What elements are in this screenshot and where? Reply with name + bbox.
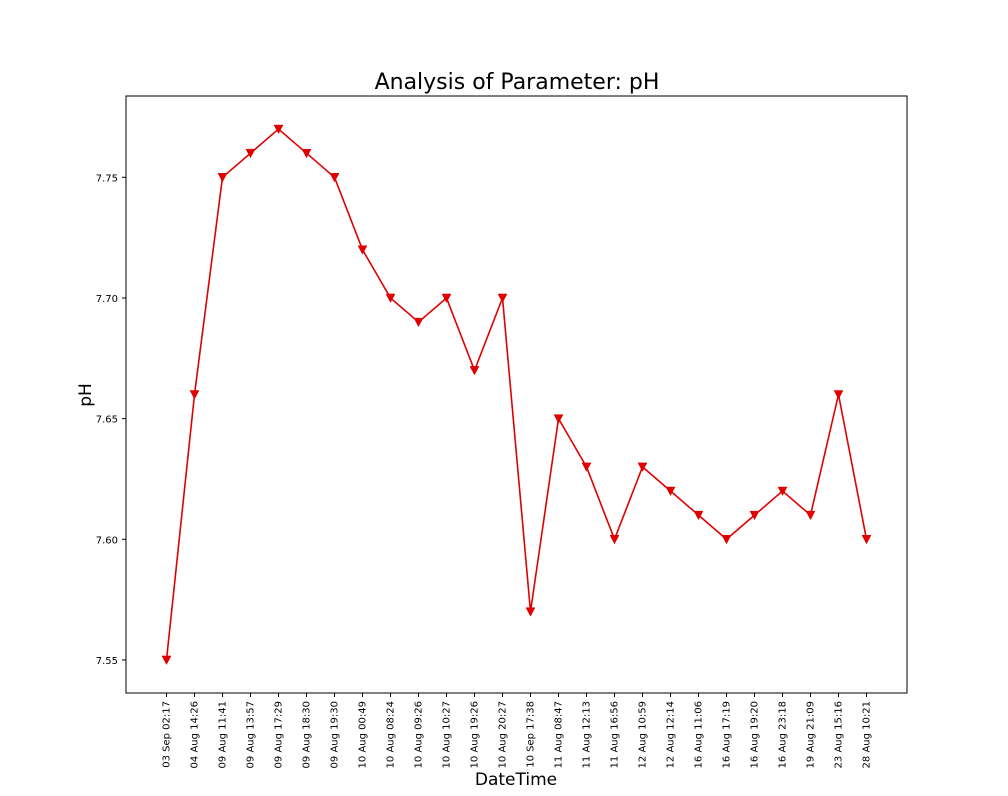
series-line bbox=[165, 128, 868, 661]
y-tick-label: 7.60 bbox=[96, 535, 118, 546]
x-tick-label: 09 Aug 18:30 bbox=[302, 701, 313, 768]
x-tick-label: 28 Aug 10:21 bbox=[862, 701, 873, 768]
x-tick-label: 09 Aug 17:29 bbox=[274, 701, 285, 768]
data-point-marker bbox=[805, 510, 816, 521]
y-axis-label: pH bbox=[76, 383, 96, 407]
x-tick-label: 12 Aug 12:14 bbox=[666, 701, 677, 768]
data-point-marker bbox=[749, 510, 760, 521]
data-point-marker bbox=[497, 293, 508, 304]
x-tick-label: 19 Aug 21:09 bbox=[806, 701, 817, 768]
data-point-marker bbox=[777, 486, 788, 497]
x-tick-label: 03 Sep 02:17 bbox=[162, 701, 173, 768]
x-tick-label: 11 Aug 12:13 bbox=[582, 701, 593, 768]
data-point-marker bbox=[665, 486, 676, 497]
x-tick-label: 04 Aug 14:26 bbox=[190, 701, 201, 768]
y-axis: 7.55 7.60 7.65 7.70 7.75 bbox=[96, 173, 126, 667]
data-point-marker bbox=[693, 510, 704, 521]
y-tick-label: 7.65 bbox=[96, 415, 118, 426]
data-point-marker bbox=[385, 293, 396, 304]
x-tick-label: 09 Aug 13:57 bbox=[246, 701, 257, 768]
data-point-marker bbox=[525, 607, 536, 617]
x-tick-label: 10 Aug 08:24 bbox=[386, 701, 397, 768]
data-point-marker bbox=[637, 462, 648, 472]
data-point-marker bbox=[245, 148, 256, 159]
data-point-marker bbox=[581, 462, 592, 472]
x-tick-label: 10 Aug 19:26 bbox=[470, 701, 481, 768]
data-point-marker bbox=[189, 390, 200, 400]
data-point-marker bbox=[833, 390, 844, 400]
data-point-marker bbox=[721, 535, 732, 545]
x-tick-label: 10 Sep 17:38 bbox=[526, 701, 537, 768]
y-tick-label: 7.55 bbox=[96, 656, 118, 667]
x-axis: 03 Sep 02:17 04 Aug 14:26 09 Aug 11:41 09 A… bbox=[162, 693, 873, 768]
data-point-marker bbox=[357, 245, 368, 255]
x-axis-label: DateTime bbox=[475, 770, 557, 790]
chart-title: Analysis of Parameter: pH bbox=[375, 70, 660, 95]
x-tick-label: 16 Aug 19:20 bbox=[750, 701, 761, 768]
data-point-marker bbox=[861, 535, 872, 545]
data-point-marker bbox=[329, 173, 340, 183]
data-point-marker bbox=[273, 124, 284, 135]
x-tick-label: 11 Aug 08:47 bbox=[554, 701, 565, 768]
plot-area bbox=[125, 95, 908, 694]
data-point-marker bbox=[413, 317, 424, 328]
data-point-marker bbox=[609, 535, 620, 545]
x-tick-label: 16 Aug 11:06 bbox=[694, 701, 705, 768]
y-tick-label: 7.70 bbox=[96, 294, 118, 305]
x-tick-label: 23 Aug 15:16 bbox=[834, 701, 845, 768]
x-tick-label: 16 Aug 17:19 bbox=[722, 701, 733, 768]
x-tick-label: 09 Aug 11:41 bbox=[218, 701, 229, 768]
x-tick-label: 10 Aug 10:27 bbox=[442, 701, 453, 768]
x-tick-label: 12 Aug 10:59 bbox=[638, 701, 649, 768]
x-tick-label: 10 Aug 09:26 bbox=[414, 701, 425, 768]
x-tick-label: 10 Aug 00:49 bbox=[358, 701, 369, 768]
data-point-marker bbox=[553, 414, 564, 424]
data-point-marker bbox=[441, 293, 452, 304]
data-point-marker bbox=[217, 173, 228, 183]
data-point-marker bbox=[161, 655, 172, 665]
data-point-marker bbox=[469, 366, 480, 376]
y-tick-label: 7.75 bbox=[96, 173, 118, 184]
x-tick-label: 09 Aug 19:30 bbox=[330, 701, 341, 768]
x-tick-label: 10 Aug 20:27 bbox=[498, 701, 509, 768]
x-tick-label: 16 Aug 23:18 bbox=[778, 701, 789, 768]
series-markers bbox=[161, 124, 872, 665]
x-tick-label: 11 Aug 16:56 bbox=[610, 701, 621, 768]
data-point-marker bbox=[301, 148, 312, 159]
